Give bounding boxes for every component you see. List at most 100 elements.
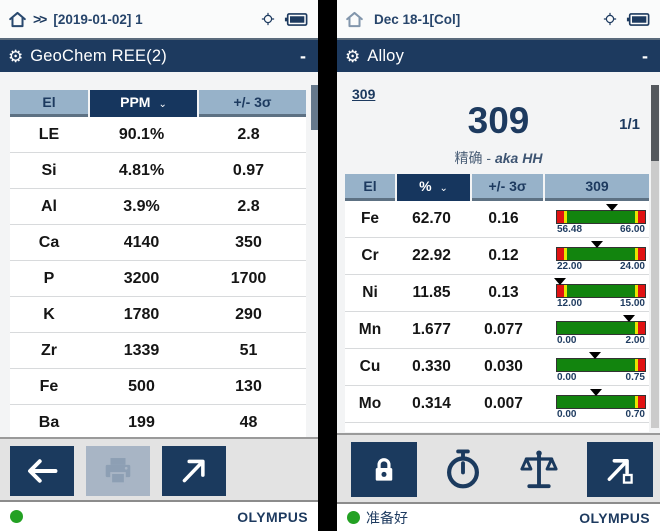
table-row: Mo 0.314 0.007 0.00 0.70 xyxy=(345,386,649,423)
value-cell: 1780 xyxy=(123,305,160,323)
home-icon[interactable] xyxy=(8,11,27,28)
table-row: Cr 22.92 0.12 22.00 24.00 xyxy=(345,238,649,275)
warn-low-icon xyxy=(564,247,567,260)
ready-status-dot xyxy=(10,510,23,523)
range-cell: 22.00 24.00 xyxy=(539,240,649,272)
value-cell: 90.1% xyxy=(118,125,165,143)
warn-high-icon xyxy=(635,284,638,297)
warn-high-icon xyxy=(635,321,638,334)
left-app-title-bar: ⚙ GeoChem REE(2) - xyxy=(0,40,318,72)
left-system-status-bar: >> [2019-01-02] 1 xyxy=(0,0,318,40)
sigma-cell: 290 xyxy=(235,305,262,323)
export-button[interactable] xyxy=(162,445,226,496)
out-of-range-low-icon xyxy=(557,210,564,223)
sigma-cell: 2.8 xyxy=(237,197,260,215)
sigma-cell: 0.077 xyxy=(484,321,523,338)
sigma-cell: 48 xyxy=(239,413,258,431)
sigma-cell: 350 xyxy=(235,233,262,251)
right-footer: 准备好 OLYMPUS xyxy=(337,502,660,531)
value-cell: 62.70 xyxy=(412,210,451,227)
scrollbar-thumb[interactable] xyxy=(311,85,318,130)
grade-link[interactable]: 309 xyxy=(352,86,376,102)
scale-icon xyxy=(520,449,558,488)
element-cell: Fe xyxy=(39,377,59,395)
arrow-up-right-box-icon xyxy=(607,458,633,484)
battery-icon xyxy=(284,12,308,27)
element-cell: Cr xyxy=(361,247,379,264)
spec-range-bar xyxy=(556,320,646,335)
element-cell: Mn xyxy=(358,321,382,338)
olympus-logo: OLYMPUS xyxy=(237,508,308,525)
range-min-label: 12.00 xyxy=(557,297,583,309)
crosshair-icon xyxy=(602,11,618,27)
out-of-range-high-icon xyxy=(638,210,645,223)
stopwatch-icon xyxy=(447,448,479,488)
element-cell: K xyxy=(43,305,55,323)
element-cell: Ni xyxy=(362,284,378,301)
home-icon[interactable] xyxy=(345,11,364,28)
value-cell: 1339 xyxy=(123,341,160,359)
element-cell: Mo xyxy=(358,395,382,412)
timer-button[interactable] xyxy=(443,448,483,491)
warn-high-icon xyxy=(635,358,638,371)
element-cell: Al xyxy=(41,197,57,215)
header-sigma: +/- 3σ xyxy=(472,174,543,201)
header-unit-ppm[interactable]: PPM ⌄ xyxy=(90,90,197,117)
header-sigma: +/- 3σ xyxy=(199,90,306,117)
table-row: Zr 1339 51 xyxy=(10,333,306,369)
value-marker-icon xyxy=(588,351,601,359)
out-of-range-high-icon xyxy=(638,247,645,260)
range-bar: 0.00 0.70 xyxy=(556,388,646,420)
arrow-up-right-icon xyxy=(182,459,205,482)
out-of-range-high-icon xyxy=(638,284,645,297)
olympus-logo: OLYMPUS xyxy=(579,509,650,526)
range-bar: 0.00 0.75 xyxy=(556,351,646,383)
left-table-body: LE 90.1% 2.8 Si 4.81% 0.97 Al 3.9% 2.8 Ca 4140 350 P… xyxy=(10,117,306,437)
range-bar: 0.00 2.00 xyxy=(556,314,646,346)
spec-range-bar xyxy=(556,357,646,372)
printer-icon xyxy=(105,457,131,484)
balance-button[interactable] xyxy=(519,449,559,491)
range-cell: 56.48 66.00 xyxy=(539,203,649,235)
element-cell: Cu xyxy=(359,358,381,375)
header-unit-percent[interactable]: % ⌄ xyxy=(397,174,470,201)
export-button[interactable] xyxy=(587,442,653,497)
value-cell: 500 xyxy=(128,377,155,395)
in-range-segment xyxy=(557,358,635,371)
result-title: [2019-01-02] 1 xyxy=(53,11,143,27)
table-row: Ni 11.85 0.13 12.00 15.00 xyxy=(345,275,649,312)
range-max-label: 0.75 xyxy=(625,371,645,383)
sigma-cell: 0.13 xyxy=(488,284,519,301)
out-of-range-low-icon xyxy=(557,247,564,260)
sigma-cell: 0.007 xyxy=(484,395,523,412)
match-note-prefix: 精确 - xyxy=(454,150,495,166)
minimize-button[interactable]: - xyxy=(642,46,648,66)
value-cell: 4140 xyxy=(123,233,160,251)
sigma-cell: 130 xyxy=(235,377,262,395)
sigma-cell: 0.16 xyxy=(488,210,519,227)
warn-low-icon xyxy=(564,210,567,223)
value-marker-icon xyxy=(590,240,603,248)
ready-status-text: 准备好 xyxy=(366,509,408,526)
alloy-results-table: El % ⌄ +/- 3σ 309 Fe 62.70 0.16 56.48 66.00 Cr… xyxy=(345,174,649,432)
lock-button[interactable] xyxy=(351,442,417,497)
range-min-label: 56.48 xyxy=(557,223,583,235)
scrollbar-thumb[interactable] xyxy=(651,85,659,161)
table-row: Al 3.9% 2.8 xyxy=(10,189,306,225)
warn-high-icon xyxy=(635,395,638,408)
element-cell: Fe xyxy=(360,210,380,227)
range-max-label: 2.00 xyxy=(625,334,645,346)
scrollbar-track[interactable] xyxy=(651,85,659,428)
range-max-label: 24.00 xyxy=(619,260,645,272)
chevron-down-icon: ⌄ xyxy=(439,182,448,194)
element-cell: Si xyxy=(41,161,57,179)
header-element: El xyxy=(345,174,395,201)
range-max-label: 0.70 xyxy=(625,408,645,420)
range-min-label: 0.00 xyxy=(557,334,577,346)
value-cell: 22.92 xyxy=(412,247,451,264)
back-button[interactable] xyxy=(10,445,74,496)
minimize-button[interactable]: - xyxy=(300,46,306,66)
gear-icon: ⚙ xyxy=(345,46,361,66)
value-cell: 0.330 xyxy=(412,358,451,375)
results-table: El PPM ⌄ +/- 3σ LE 90.1% 2.8 Si 4.81% 0.97 Al 3.… xyxy=(10,90,306,437)
